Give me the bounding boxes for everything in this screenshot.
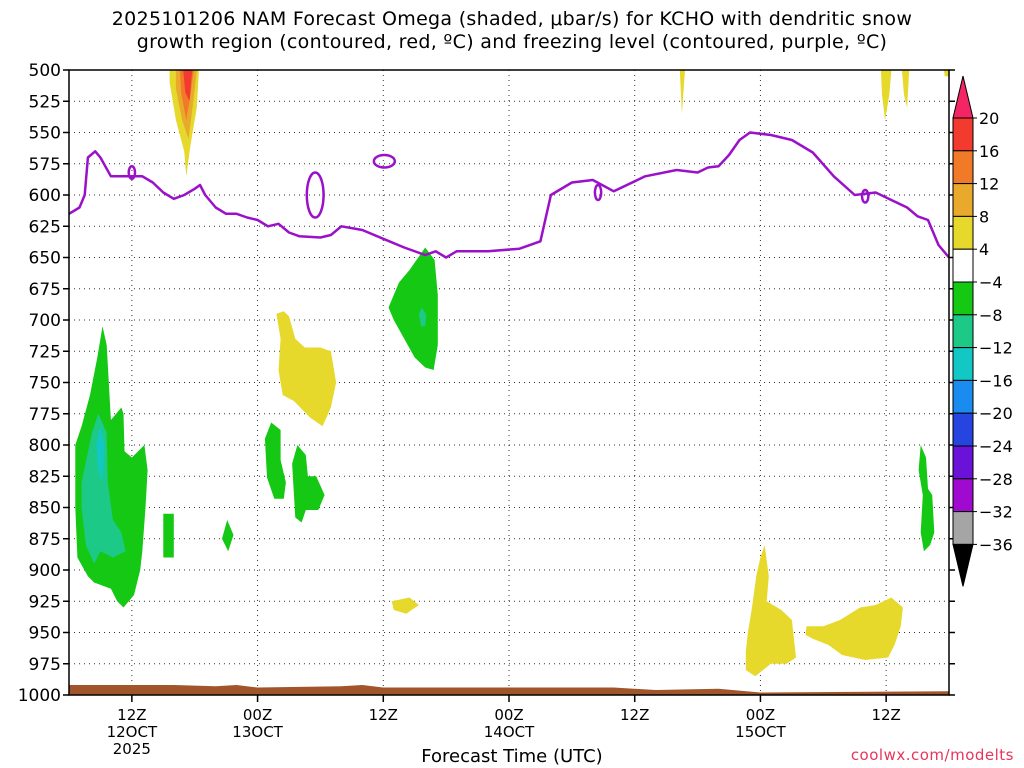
omega-region-positive-16 [183,70,193,102]
colorbar-label: 20 [979,109,999,128]
colorbar-label: 4 [979,240,989,259]
y-tick-label: 575 [29,155,61,175]
grid [69,69,949,696]
y-tick-label: 550 [29,124,61,144]
freezing-level-closed-contour [372,153,397,169]
x-tick-label: 2025 [113,740,151,758]
omega-region-negative-8 [81,413,126,564]
x-axis-title: Forecast Time (UTC) [421,746,603,767]
y-tick-label: 675 [29,280,61,300]
y-tick-label: 850 [29,499,61,519]
x-tick-label: 12Z [369,706,398,724]
freezing-level-closed-contour [593,183,603,202]
x-tick-label: 13OCT [232,723,283,741]
y-tick-label: 600 [29,186,61,206]
colorbar-label: −8 [979,306,1003,325]
colorbar-label: −20 [979,404,1013,423]
y-tick-label: 950 [29,624,61,644]
colorbar: 20 16 12 8 4 −4 −8 −12 −16 −20 −24 −28 −32 −36 [952,75,1013,587]
omega-region-positive [880,70,892,120]
omega-region-positive [901,70,910,108]
colorbar-swatch [952,511,974,545]
omega-region-negative [163,513,174,558]
colorbar-swatch [952,117,974,152]
y-tick-label: 800 [29,436,61,456]
x-tick-label: 00Z [746,706,775,724]
colorbar-label: −12 [979,339,1013,358]
omega-region-positive [391,597,419,614]
y-tick-label: 900 [29,561,61,581]
omega-region-negative [388,247,438,370]
colorbar-label: 12 [979,175,999,194]
omega-region-positive [745,545,796,677]
y-tick-label: 625 [29,217,61,237]
omega-region-negative [264,422,286,499]
colorbar-swatch [952,445,974,480]
y-tick-label: 825 [29,467,61,487]
colorbar-label: −32 [979,503,1013,522]
x-tick-label: 12OCT [107,723,158,741]
x-tick-label: 14OCT [484,723,535,741]
chart-title: 2025101206 NAM Forecast Omega (shaded, μ… [0,8,1024,54]
colorbar-swatch [952,183,974,217]
credit-link[interactable]: coolwx.com/modelts [850,746,1014,764]
x-tick-label: 12Z [117,706,146,724]
omega-region-positive [679,70,685,114]
omega-region-negative [222,520,234,552]
omega-region-positive [276,311,337,427]
y-tick-label: 875 [29,530,61,550]
freezing-level-contour [69,131,949,259]
ground-fill [69,685,949,695]
colorbar-label: −16 [979,371,1013,390]
x-tick-label: 00Z [243,706,272,724]
colorbar-swatch [952,248,974,283]
freezing-level-closed-contour [860,188,870,204]
omega-region-negative [292,445,325,523]
colorbar-label: −4 [979,273,1003,292]
freezing-level-closed-contour [127,165,137,180]
colorbar-swatch [952,379,974,414]
y-tick-label: 500 [29,61,61,81]
y-tick-label: 750 [29,374,61,394]
x-tick-label: 12Z [871,706,900,724]
colorbar-label: 16 [979,142,999,161]
y-tick-label: 700 [29,311,61,331]
y-tick-label: 975 [29,655,61,675]
colorbar-label: −28 [979,470,1013,489]
colorbar-label: −24 [979,437,1013,456]
colorbar-label: −36 [979,535,1013,554]
colorbar-swatch [952,215,974,250]
colorbar-swatch [952,347,974,381]
x-tick-label: 15OCT [735,723,786,741]
freezing-level-line [69,131,949,259]
colorbar-swatch [952,314,974,349]
omega-region-negative [918,445,935,552]
y-tick-label: 725 [29,342,61,362]
colorbar-triangle-bottom [952,543,974,587]
y-axis: 500 525 550 575 600 625 650 675 700 725 750 775 800 8… [18,61,955,706]
omega-region-negative-8 [418,307,427,327]
colorbar-swatch [952,281,974,316]
title-line-1: 2025101206 NAM Forecast Omega (shaded, μ… [111,8,913,30]
y-tick-label: 1000 [18,686,61,706]
y-tick-label: 525 [29,92,61,112]
y-tick-label: 925 [29,592,61,612]
freezing-level-closed-contour [305,171,325,219]
colorbar-swatch [952,478,974,513]
x-tick-label: 12Z [620,706,649,724]
colorbar-triangle-top [952,75,974,119]
title-line-2: growth region (contoured, red, ºC) and f… [136,31,888,53]
colorbar-label: 8 [979,207,989,226]
omega-region-positive [943,70,949,77]
y-tick-label: 650 [29,249,61,269]
omega-region-negative-12 [96,426,105,483]
colorbar-swatch [952,150,974,185]
omega-shading [75,70,949,677]
y-tick-label: 775 [29,405,61,425]
colorbar-swatch [952,412,974,447]
x-tick-label: 00Z [494,706,523,724]
omega-region-positive [805,597,903,660]
